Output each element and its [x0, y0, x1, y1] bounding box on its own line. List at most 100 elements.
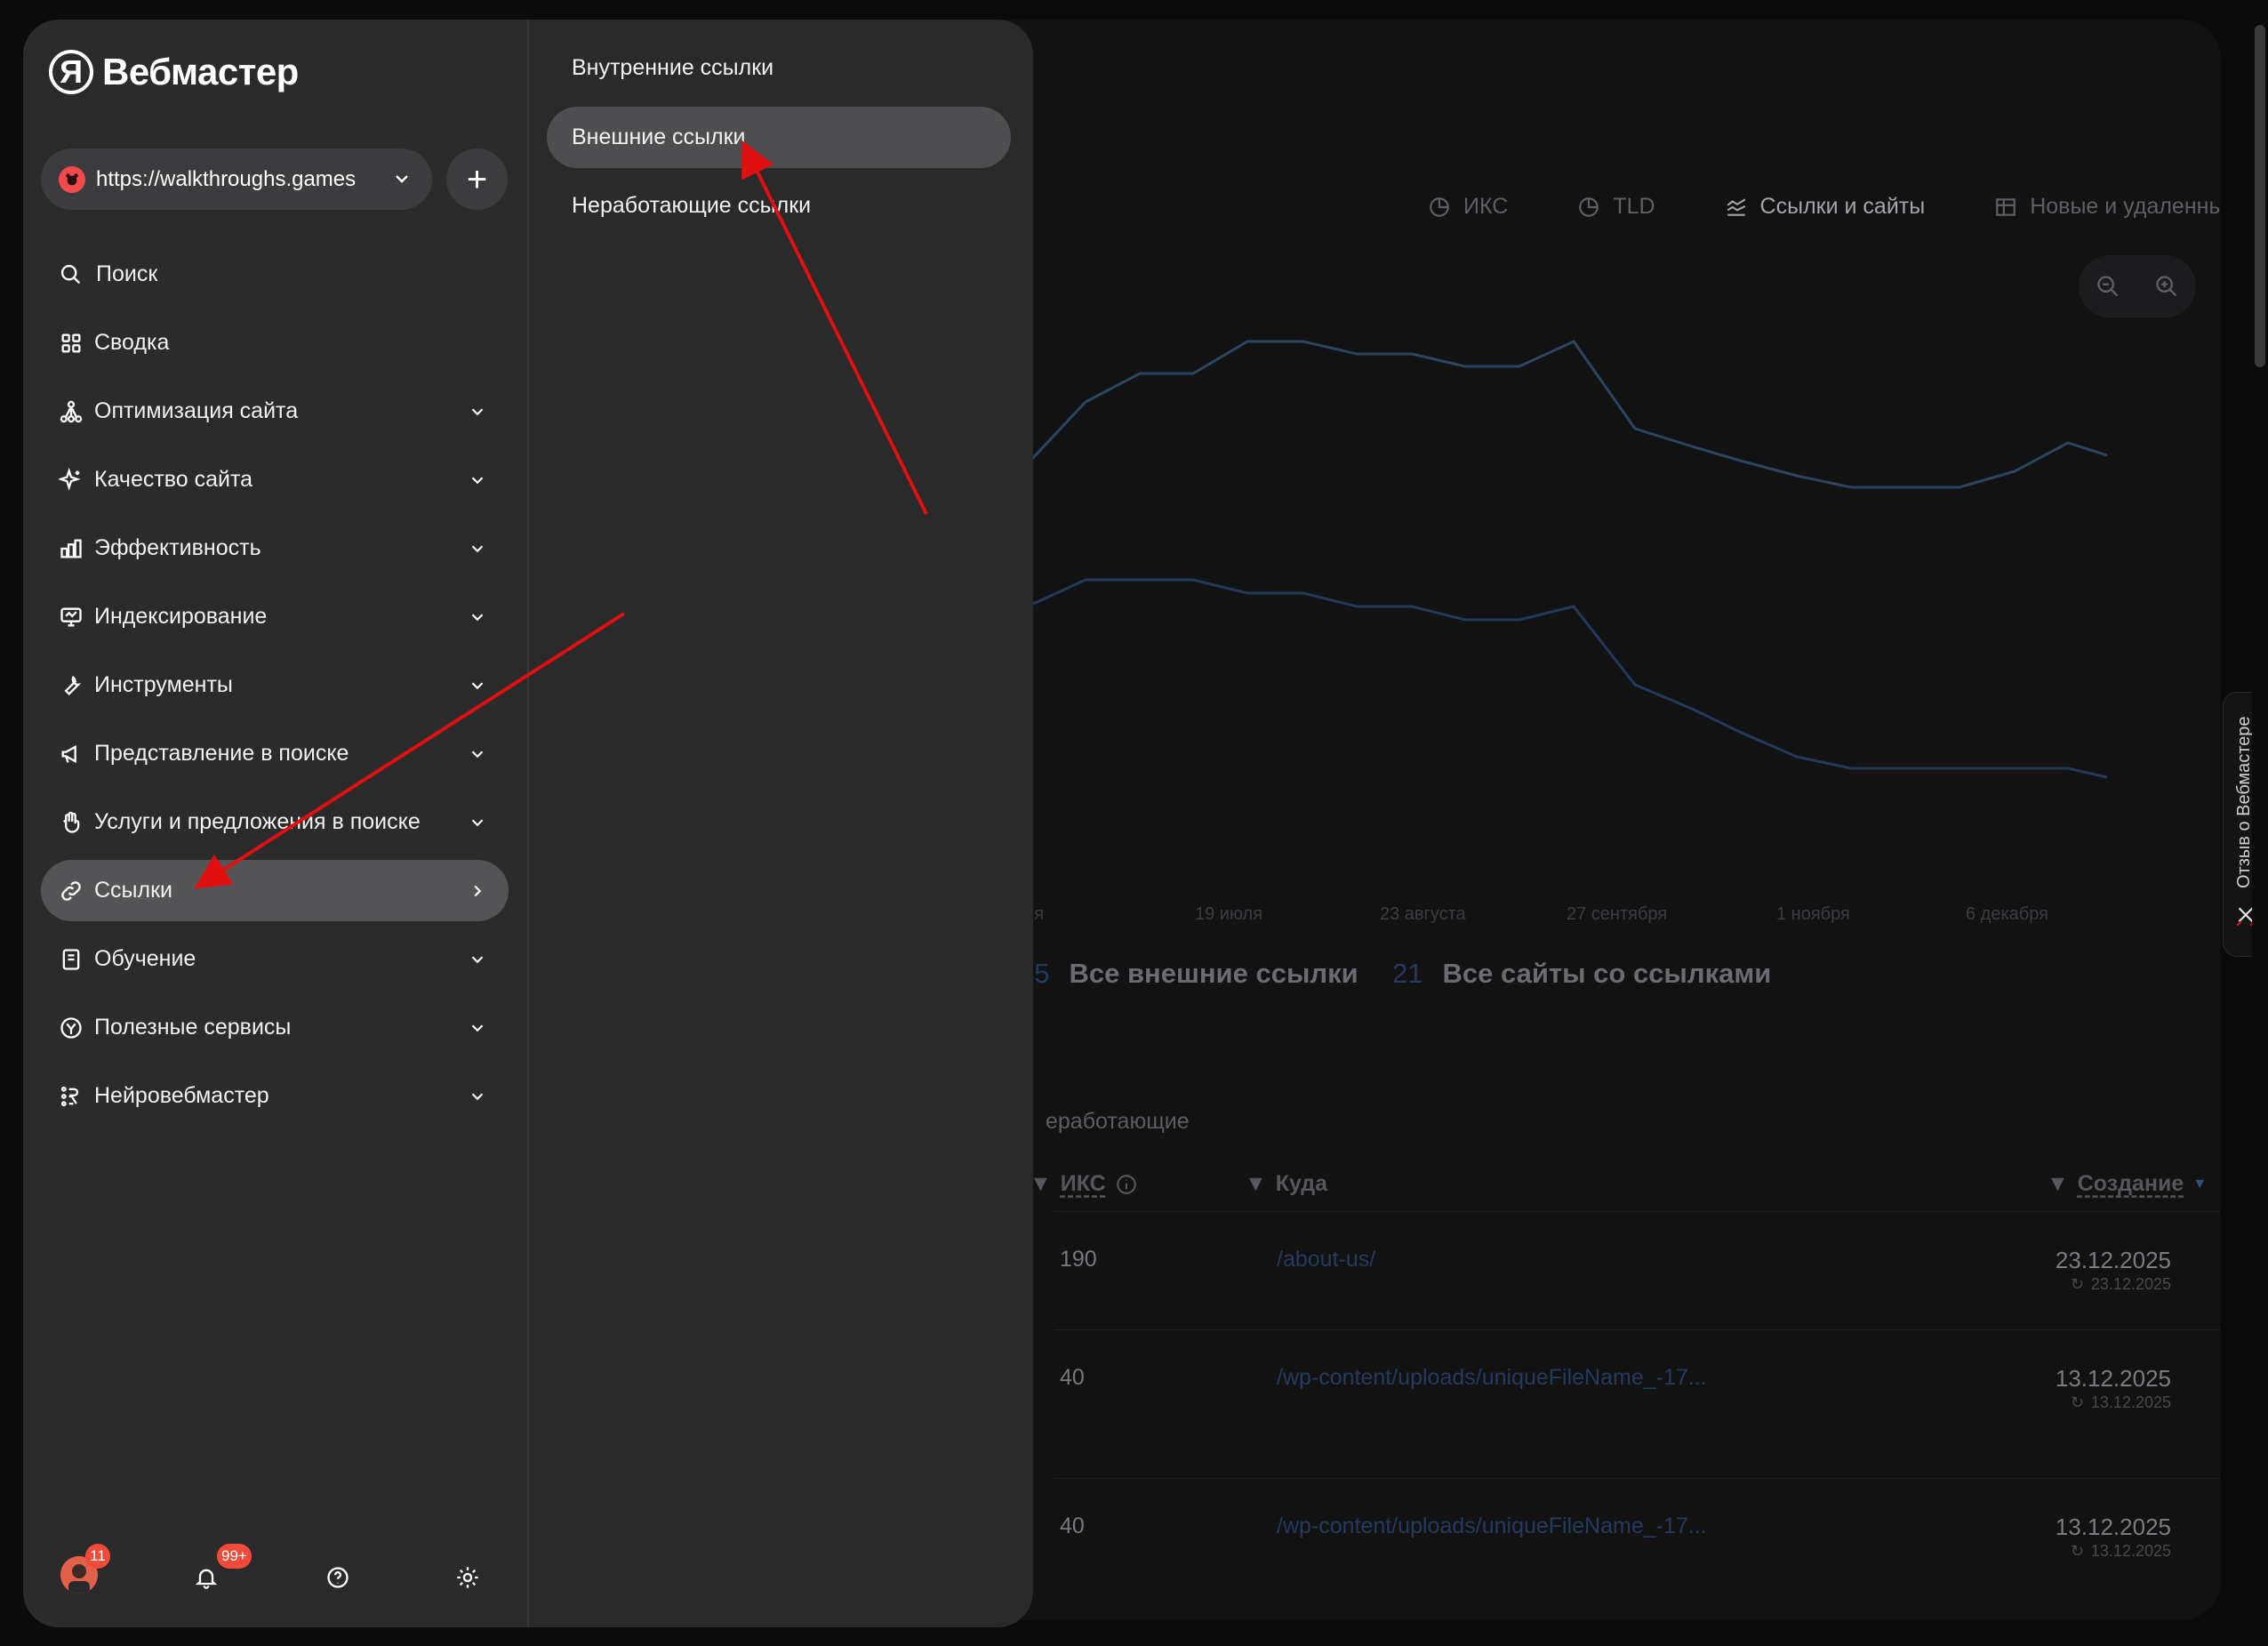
site-favicon-icon	[59, 165, 85, 193]
sidebar-item-tools[interactable]: Инструменты	[41, 654, 509, 716]
sidebar-item-search[interactable]: Поиск	[41, 244, 509, 305]
sidebar-item-label: Оптимизация сайта	[94, 398, 299, 423]
cell-created: 13.12.2025	[2055, 1365, 2171, 1392]
neuro-icon	[59, 1084, 84, 1109]
cell-link-to[interactable]: /about-us/	[1277, 1247, 1376, 1272]
webmaster-logo[interactable]: Я Вебмастер	[49, 50, 299, 94]
sidebar-item-links[interactable]: Ссылки	[41, 860, 509, 921]
filter-icon: ▼	[1245, 1171, 1267, 1196]
x-tick: 23 августа	[1380, 904, 1466, 924]
filter-icon: ▼	[1030, 1171, 1052, 1196]
zoom-controls	[2079, 255, 2196, 317]
tab-new-and-deleted[interactable]: Новые и удаленные	[1994, 194, 2221, 220]
sidebar-item-site-quality[interactable]: Качество сайта	[41, 449, 509, 510]
sidebar-item-learning[interactable]: Обучение	[41, 928, 509, 990]
sidebar-item-efficiency[interactable]: Эффективность	[41, 518, 509, 579]
chevron-down-icon	[471, 1092, 484, 1100]
column-header-label: ИКС	[1060, 1171, 1106, 1196]
book-icon	[59, 947, 84, 972]
chevron-down-icon	[471, 476, 484, 484]
monitor-icon	[59, 605, 84, 630]
sidebar-item-label: Ссылки	[94, 878, 173, 903]
services-icon	[59, 1016, 84, 1040]
sidebar-item-services-offers[interactable]: Услуги и предложения в поиске	[41, 791, 509, 853]
cell-iks: 40	[1060, 1514, 1085, 1538]
cell-updated: ↻ 13.12.2025	[2071, 1542, 2171, 1561]
yandex-logo-icon: Я	[49, 50, 93, 94]
submenu-item-broken-links[interactable]: Неработающие ссылки	[547, 175, 1011, 237]
chart-tabs: ИКС TLD Ссылки и сайты Новые и удаленные	[1428, 194, 2221, 220]
column-header-iks[interactable]: ▼ ИКС	[1030, 1171, 1138, 1197]
submenu-item-label: Внутренние ссылки	[572, 55, 774, 80]
stat-label: Все внешние ссылки	[1069, 958, 1358, 989]
sidebar-item-search-presentation[interactable]: Представление в поиске	[41, 723, 509, 784]
chevron-down-icon	[471, 544, 484, 552]
cell-created: 13.12.2025	[2055, 1514, 2171, 1540]
cell-updated: ↻ 23.12.2025	[2071, 1275, 2171, 1294]
settings-gear-icon[interactable]	[455, 1565, 480, 1590]
link-icon	[59, 879, 84, 903]
help-icon[interactable]	[325, 1565, 350, 1590]
cell-created: 23.12.2025	[2055, 1247, 2171, 1273]
search-icon	[59, 262, 84, 287]
chevron-down-icon	[396, 175, 408, 183]
sidebar-item-label: Представление в поиске	[94, 741, 349, 766]
stat-all-sites[interactable]: 21 Все сайты со ссылками	[1392, 958, 1771, 990]
submenu-item-external-links[interactable]: Внешние ссылки	[547, 107, 1011, 168]
cell-link-to[interactable]: /wp-content/uploads/uniqueFileName_-17..…	[1277, 1514, 1707, 1538]
chevron-down-icon	[471, 750, 484, 758]
column-header-label: Создание	[2077, 1171, 2184, 1196]
sidebar-item-useful-services[interactable]: Полезные сервисы	[41, 997, 509, 1058]
scrollbar-thumb[interactable]	[2255, 25, 2265, 367]
site-selector[interactable]: https://walkthroughs.games	[41, 149, 432, 210]
column-header-label: Куда	[1275, 1171, 1328, 1196]
sidebar-item-summary[interactable]: Сводка	[41, 312, 509, 373]
x-tick: 6 декабря	[1966, 904, 2048, 924]
page-scrollbar[interactable]	[2252, 0, 2268, 1646]
cell-link-to[interactable]: /wp-content/uploads/uniqueFileName_-17..…	[1277, 1365, 1707, 1390]
sidebar-item-label: Инструменты	[94, 672, 233, 697]
stat-all-external-links[interactable]: 45 Все внешние ссылки	[1019, 958, 1358, 990]
cell-iks: 40	[1060, 1365, 1085, 1390]
sort-desc-icon: ▼	[2192, 1176, 2208, 1192]
zoom-in-icon[interactable]	[2154, 274, 2179, 299]
tab-links-and-sites[interactable]: Ссылки и сайты	[1725, 194, 1925, 220]
sidebar-item-site-optimization[interactable]: Оптимизация сайта	[41, 381, 509, 442]
refresh-icon: ↻	[2070, 1542, 2084, 1560]
megaphone-icon	[59, 742, 84, 767]
sidebar-item-neuro-webmaster[interactable]: Нейровебмастер	[41, 1065, 509, 1127]
column-header-to[interactable]: ▼ Куда	[1245, 1171, 1327, 1197]
tab-tld[interactable]: TLD	[1577, 194, 1655, 220]
stat-count: 21	[1392, 958, 1423, 989]
sidebar-item-label: Качество сайта	[94, 467, 253, 492]
stat-label: Все сайты со ссылками	[1442, 958, 1772, 989]
cell-updated-date: 13.12.2025	[2090, 1542, 2171, 1560]
row-divider	[1054, 1211, 2221, 1212]
sidebar-item-label: Обучение	[94, 946, 196, 971]
tab-iks[interactable]: ИКС	[1428, 194, 1508, 220]
submenu-item-label: Внешние ссылки	[572, 124, 746, 149]
sidebar-item-indexing[interactable]: Индексирование	[41, 586, 509, 647]
chevron-down-icon	[471, 407, 484, 415]
sidebar-bottom-bar: 11 99+	[23, 1530, 527, 1618]
filter-icon: ▼	[2047, 1171, 2069, 1196]
column-header-created[interactable]: ▼ Создание ▼	[2047, 1171, 2207, 1197]
zoom-out-icon[interactable]	[2096, 274, 2120, 299]
cell-updated-date: 13.12.2025	[2090, 1393, 2171, 1411]
sparkle-icon	[59, 467, 84, 493]
submenu-item-internal-links[interactable]: Внутренние ссылки	[547, 37, 1011, 99]
filter-broken[interactable]: еработающие	[1046, 1109, 1190, 1134]
pie-icon	[1430, 197, 1449, 217]
sidebar-item-label: Полезные сервисы	[94, 1015, 292, 1040]
sidebar-item-label: Услуги и предложения в поиске	[94, 809, 421, 834]
site-url: https://walkthroughs.games	[96, 166, 357, 191]
hand-icon	[59, 810, 84, 835]
add-site-button[interactable]: +	[446, 149, 508, 210]
avatar-badge: 11	[85, 1544, 110, 1569]
links-chart	[1030, 340, 2108, 779]
submenu-item-label: Неработающие ссылки	[572, 193, 812, 218]
chevron-down-icon	[471, 818, 484, 826]
refresh-icon: ↻	[2070, 1393, 2084, 1411]
bell-icon[interactable]	[194, 1565, 219, 1590]
lines-icon	[1727, 197, 1745, 216]
